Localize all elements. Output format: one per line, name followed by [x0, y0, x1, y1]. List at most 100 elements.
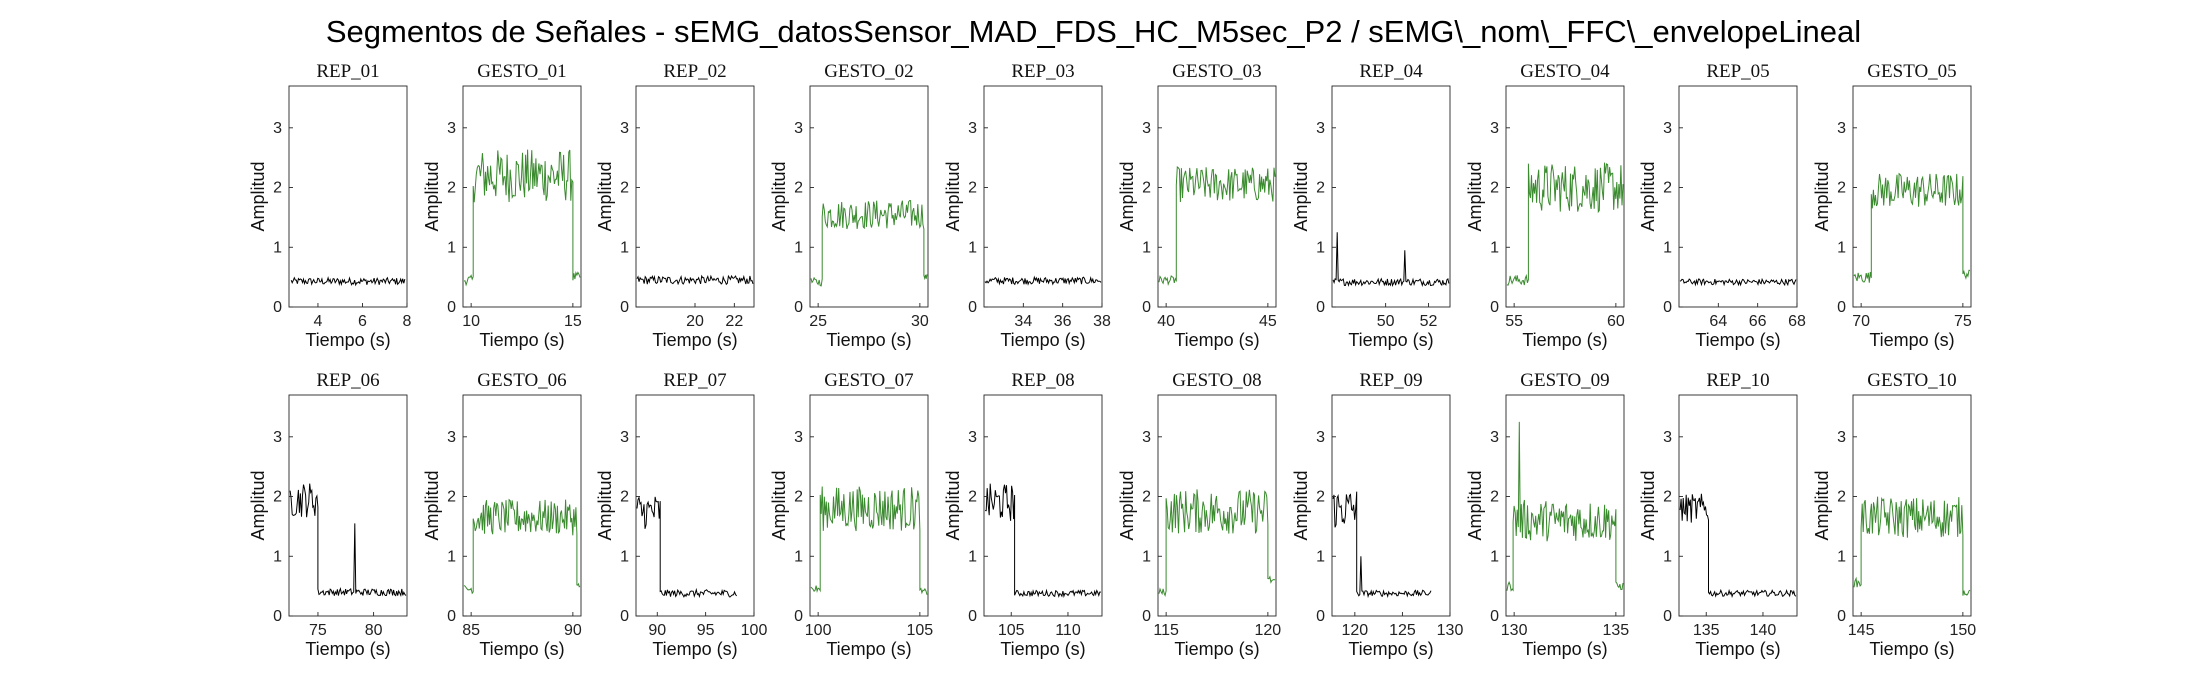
signal-line — [1853, 172, 1971, 283]
signal-line — [1332, 232, 1450, 288]
subplot-title: GESTO_09 — [1520, 370, 1609, 391]
y-tick-label: 1 — [1490, 548, 1499, 565]
y-tick-label: 0 — [1663, 299, 1672, 316]
x-axis-label: Tiempo (s) — [1174, 639, 1259, 659]
y-tick-label: 3 — [1663, 120, 1672, 137]
x-tick-label: 10 — [462, 313, 480, 330]
signal-line — [1679, 493, 1797, 598]
y-tick-label: 2 — [620, 489, 629, 506]
x-tick-label: 15 — [564, 313, 582, 330]
x-tick-label: 135 — [1693, 622, 1720, 639]
y-tick-label: 0 — [968, 299, 977, 316]
y-tick-label: 0 — [1837, 608, 1846, 625]
y-tick-label: 3 — [1663, 429, 1672, 446]
x-tick-label: 95 — [697, 622, 715, 639]
signal-line — [984, 275, 1102, 286]
y-tick-label: 0 — [447, 299, 456, 316]
x-axis-label: Tiempo (s) — [479, 639, 564, 659]
y-tick-label: 1 — [794, 239, 803, 256]
x-tick-label: 36 — [1054, 313, 1072, 330]
y-tick-label: 1 — [1663, 548, 1672, 565]
y-tick-label: 0 — [1142, 608, 1151, 625]
y-tick-label: 0 — [968, 608, 977, 625]
signal-line — [810, 200, 928, 287]
signal-line — [1679, 277, 1797, 287]
y-tick-label: 3 — [1490, 120, 1499, 137]
x-tick-label: 130 — [1437, 622, 1464, 639]
axes-box — [1331, 85, 1451, 308]
x-tick-label: 75 — [1954, 313, 1972, 330]
subplot-gesto-07: 0 1 2 3 100 105 GESTO_07 Tiempo (s) Amplitud — [769, 370, 933, 659]
subplot-title: REP_05 — [1706, 61, 1769, 82]
x-tick-label: 38 — [1093, 313, 1111, 330]
x-axis-label: Tiempo (s) — [826, 330, 911, 350]
y-tick-label: 0 — [273, 299, 282, 316]
x-axis-label: Tiempo (s) — [305, 639, 390, 659]
subplot-title: REP_02 — [663, 61, 726, 82]
y-tick-label: 0 — [1142, 299, 1151, 316]
y-axis-label: Amplitud — [1638, 470, 1658, 540]
y-axis-label: Amplitud — [595, 470, 615, 540]
axes-box — [1505, 85, 1625, 308]
y-tick-label: 2 — [1663, 180, 1672, 197]
subplot-title: GESTO_06 — [477, 370, 566, 391]
y-tick-label: 3 — [1316, 429, 1325, 446]
y-tick-label: 1 — [968, 548, 977, 565]
axes-box — [1852, 85, 1972, 308]
subplot-gesto-01: 0 1 2 3 10 15 GESTO_01 Tiempo (s) Amplitud — [422, 61, 582, 350]
signal-line — [636, 274, 754, 286]
y-tick-label: 0 — [1490, 299, 1499, 316]
subplot-title: GESTO_04 — [1520, 61, 1610, 82]
subplot-title: REP_01 — [316, 61, 379, 82]
subplot-title: GESTO_10 — [1867, 370, 1956, 391]
y-tick-label: 0 — [794, 299, 803, 316]
subplot-gesto-02: 0 1 2 3 25 30 GESTO_02 Tiempo (s) Amplitud — [769, 61, 929, 350]
subplot-gesto-08: 0 1 2 3 115 120 GESTO_08 Tiempo (s) Amplitud — [1117, 370, 1281, 659]
x-tick-label: 130 — [1501, 622, 1528, 639]
signal-line — [1158, 165, 1276, 287]
axes-box — [462, 85, 582, 308]
y-tick-label: 3 — [794, 120, 803, 137]
y-axis-label: Amplitud — [422, 161, 442, 231]
subplot-title: REP_07 — [663, 370, 726, 391]
x-tick-label: 8 — [403, 313, 412, 330]
y-tick-label: 3 — [273, 429, 282, 446]
y-axis-label: Amplitud — [422, 470, 442, 540]
x-tick-label: 52 — [1420, 313, 1438, 330]
y-tick-label: 1 — [794, 548, 803, 565]
y-tick-label: 2 — [1837, 180, 1846, 197]
signal-line — [1332, 491, 1432, 599]
x-tick-label: 90 — [564, 622, 582, 639]
signal-line — [1506, 162, 1624, 286]
y-axis-label: Amplitud — [943, 470, 963, 540]
y-tick-label: 3 — [620, 120, 629, 137]
y-axis-label: Amplitud — [1638, 161, 1658, 231]
subplot-title: GESTO_03 — [1172, 61, 1261, 82]
y-tick-label: 1 — [447, 548, 456, 565]
y-axis-label: Amplitud — [769, 470, 789, 540]
subplot-gesto-06: 0 1 2 3 85 90 GESTO_06 Tiempo (s) Amplitud — [422, 370, 582, 659]
x-tick-label: 20 — [686, 313, 704, 330]
x-axis-label: Tiempo (s) — [1695, 330, 1780, 350]
axes-box — [809, 394, 929, 617]
axes-box — [288, 394, 408, 617]
y-tick-label: 0 — [1837, 299, 1846, 316]
y-tick-label: 2 — [273, 180, 282, 197]
y-tick-label: 2 — [1837, 489, 1846, 506]
x-tick-label: 100 — [805, 622, 832, 639]
subplot-title: GESTO_07 — [824, 370, 913, 391]
x-tick-label: 80 — [365, 622, 383, 639]
y-tick-label: 1 — [447, 239, 456, 256]
y-tick-label: 2 — [968, 180, 977, 197]
signal-line — [463, 149, 581, 287]
subplot-title: GESTO_08 — [1172, 370, 1261, 391]
subplot-gesto-03: 0 1 2 3 40 45 GESTO_03 Tiempo (s) Amplitud — [1117, 61, 1277, 350]
y-axis-label: Amplitud — [769, 161, 789, 231]
y-axis-label: Amplitud — [1812, 161, 1832, 231]
y-tick-label: 1 — [1316, 239, 1325, 256]
x-axis-label: Tiempo (s) — [1869, 639, 1954, 659]
subplot-gesto-04: 0 1 2 3 55 60 GESTO_04 Tiempo (s) Amplitud — [1465, 61, 1625, 350]
y-tick-label: 0 — [620, 299, 629, 316]
axes-box — [1678, 85, 1798, 308]
axes-box — [983, 85, 1103, 308]
